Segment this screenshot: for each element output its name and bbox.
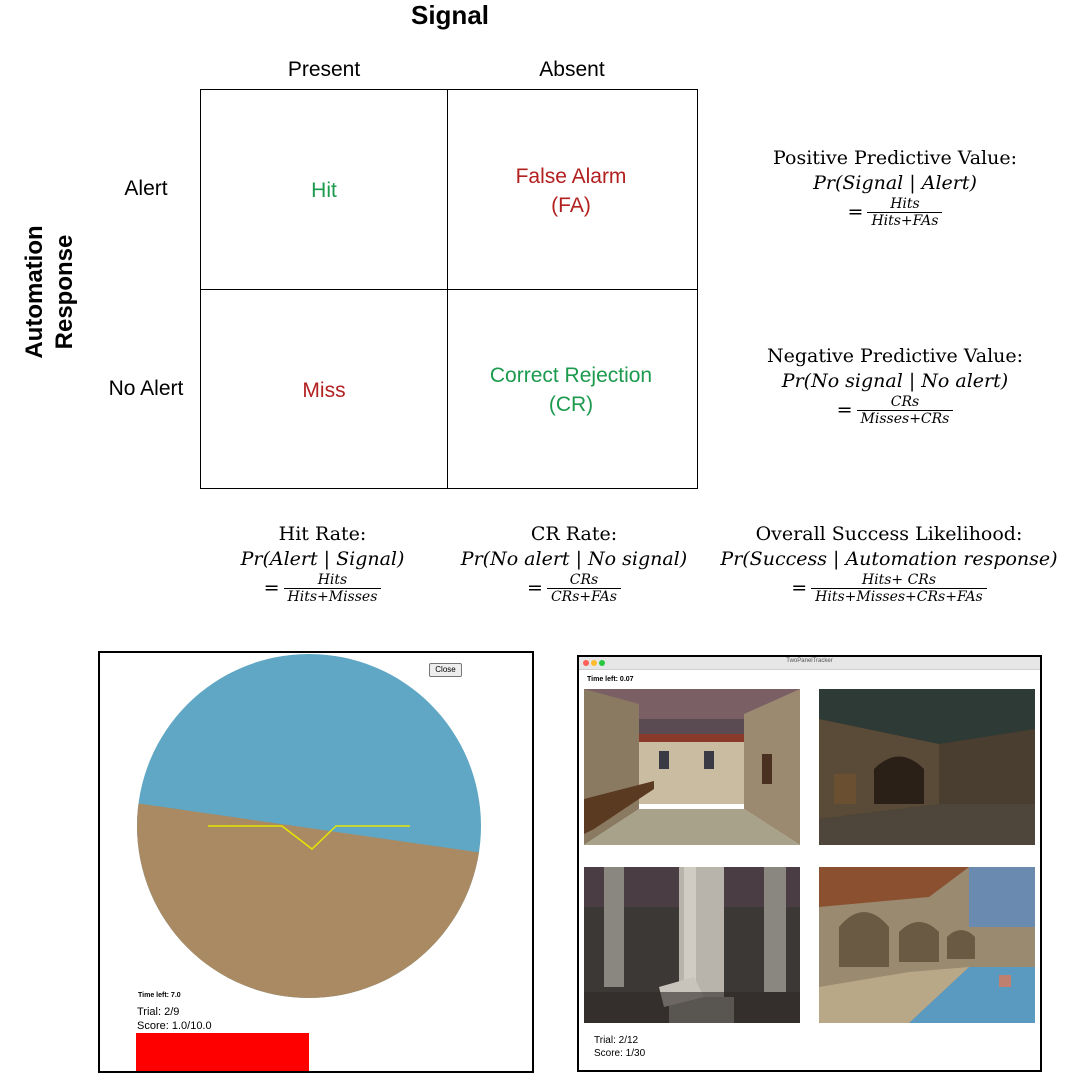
row-axis-line-2: Response (51, 234, 78, 350)
scene-panel-bottom-right (819, 867, 1035, 1023)
automation-response-axis-title: Automation Response (20, 202, 100, 382)
ppv-equals: = (847, 201, 864, 223)
close-button[interactable]: Close (429, 663, 462, 677)
hit-rate-numerator: Hits (317, 572, 348, 588)
cell-false-alarm: False Alarm (FA) (448, 162, 694, 220)
overall-equals: = (791, 577, 808, 599)
two-panel-tracker-window: TwoPanelTracker Time left: 0.07 (577, 655, 1042, 1072)
signal-axis-title: Signal (410, 0, 489, 30)
npv-title: Negative Predictive Value: (766, 345, 1024, 367)
correct-rejection-label: Correct Rejection (489, 364, 653, 387)
matrix-horizontal-divider (201, 289, 697, 290)
right-time-left: Time left: 0.07 (587, 676, 634, 683)
npv-formula: Negative Predictive Value: Pr(No signal … (730, 344, 1060, 427)
scene-panel-bottom-left (584, 867, 800, 1023)
left-trial: Trial: 2/9 (137, 1006, 180, 1018)
cr-rate-denominator: CRs+FAs (546, 588, 621, 605)
hit-rate-equals: = (263, 577, 280, 599)
cell-miss: Miss (302, 379, 346, 402)
scene-panel-top-left (584, 689, 800, 845)
npv-numerator: CRs (890, 394, 920, 410)
false-alarm-abbrev: (FA) (551, 194, 591, 217)
cell-correct-rejection: Correct Rejection (CR) (448, 361, 694, 419)
attitude-tracking-panel: Close Time left: 7.0 Trial: 2/9 Score: 1… (98, 651, 534, 1073)
correct-rejection-abbrev: (CR) (548, 393, 594, 416)
attitude-indicator (137, 654, 481, 998)
window-close-icon[interactable] (583, 660, 589, 666)
hit-rate-denominator: Hits+Misses (283, 588, 382, 605)
window-titlebar: TwoPanelTracker (579, 657, 1040, 670)
aircraft-reference-indicator (208, 825, 410, 850)
ppv-title: Positive Predictive Value: (773, 147, 1017, 169)
window-zoom-icon[interactable] (599, 660, 605, 666)
right-score: Score: 1/30 (594, 1048, 646, 1059)
cell-hit: Hit (311, 179, 337, 202)
cr-rate-title: CR Rate: (530, 523, 618, 545)
ground-region (137, 798, 481, 998)
ppv-probability: Pr(Signal | Alert) (813, 172, 977, 194)
row-alert-label: Alert (124, 177, 168, 200)
ppv-formula: Positive Predictive Value: Pr(Signal | A… (730, 146, 1060, 229)
hit-rate-title: Hit Rate: (278, 523, 367, 545)
left-score: Score: 1.0/10.0 (137, 1020, 212, 1032)
npv-equals: = (836, 399, 853, 421)
right-trial: Trial: 2/12 (594, 1035, 639, 1046)
overall-success-formula: Overall Success Likelihood: Pr(Success |… (706, 522, 1072, 605)
ppv-denominator: Hits+FAs (867, 212, 943, 229)
ppv-numerator: Hits (890, 196, 920, 212)
row-axis-line-1: Automation (21, 225, 48, 359)
scene-panel-top-right (819, 689, 1035, 845)
hit-rate-formula: Hit Rate: Pr(Alert | Signal) = Hits Hits+M… (200, 522, 445, 605)
hit-rate-probability: Pr(Alert | Signal) (240, 548, 405, 570)
overall-denominator: Hits+Misses+CRs+FAs (811, 588, 987, 605)
overall-title: Overall Success Likelihood: (755, 523, 1023, 545)
column-absent-label: Absent (539, 58, 605, 81)
overall-numerator: Hits+ CRs (861, 572, 937, 588)
false-alarm-label: False Alarm (515, 165, 627, 188)
score-bar (136, 1033, 309, 1071)
cr-rate-formula: CR Rate: Pr(No alert | No signal) = CRs CR… (448, 522, 700, 605)
overall-probability: Pr(Success | Automation response) (720, 548, 1058, 570)
column-present-label: Present (287, 58, 361, 81)
cr-rate-numerator: CRs (569, 572, 599, 588)
cr-rate-probability: Pr(No alert | No signal) (460, 548, 688, 570)
confusion-matrix: Hit False Alarm (FA) Miss Correct Reject… (200, 89, 698, 489)
npv-denominator: Misses+CRs (856, 410, 954, 427)
row-no-alert-label: No Alert (108, 377, 184, 400)
cr-rate-equals: = (527, 577, 543, 599)
window-title: TwoPanelTracker (786, 658, 833, 664)
npv-probability: Pr(No signal | No alert) (781, 370, 1009, 392)
left-time-left: Time left: 7.0 (138, 992, 181, 999)
window-minimize-icon[interactable] (591, 660, 597, 666)
